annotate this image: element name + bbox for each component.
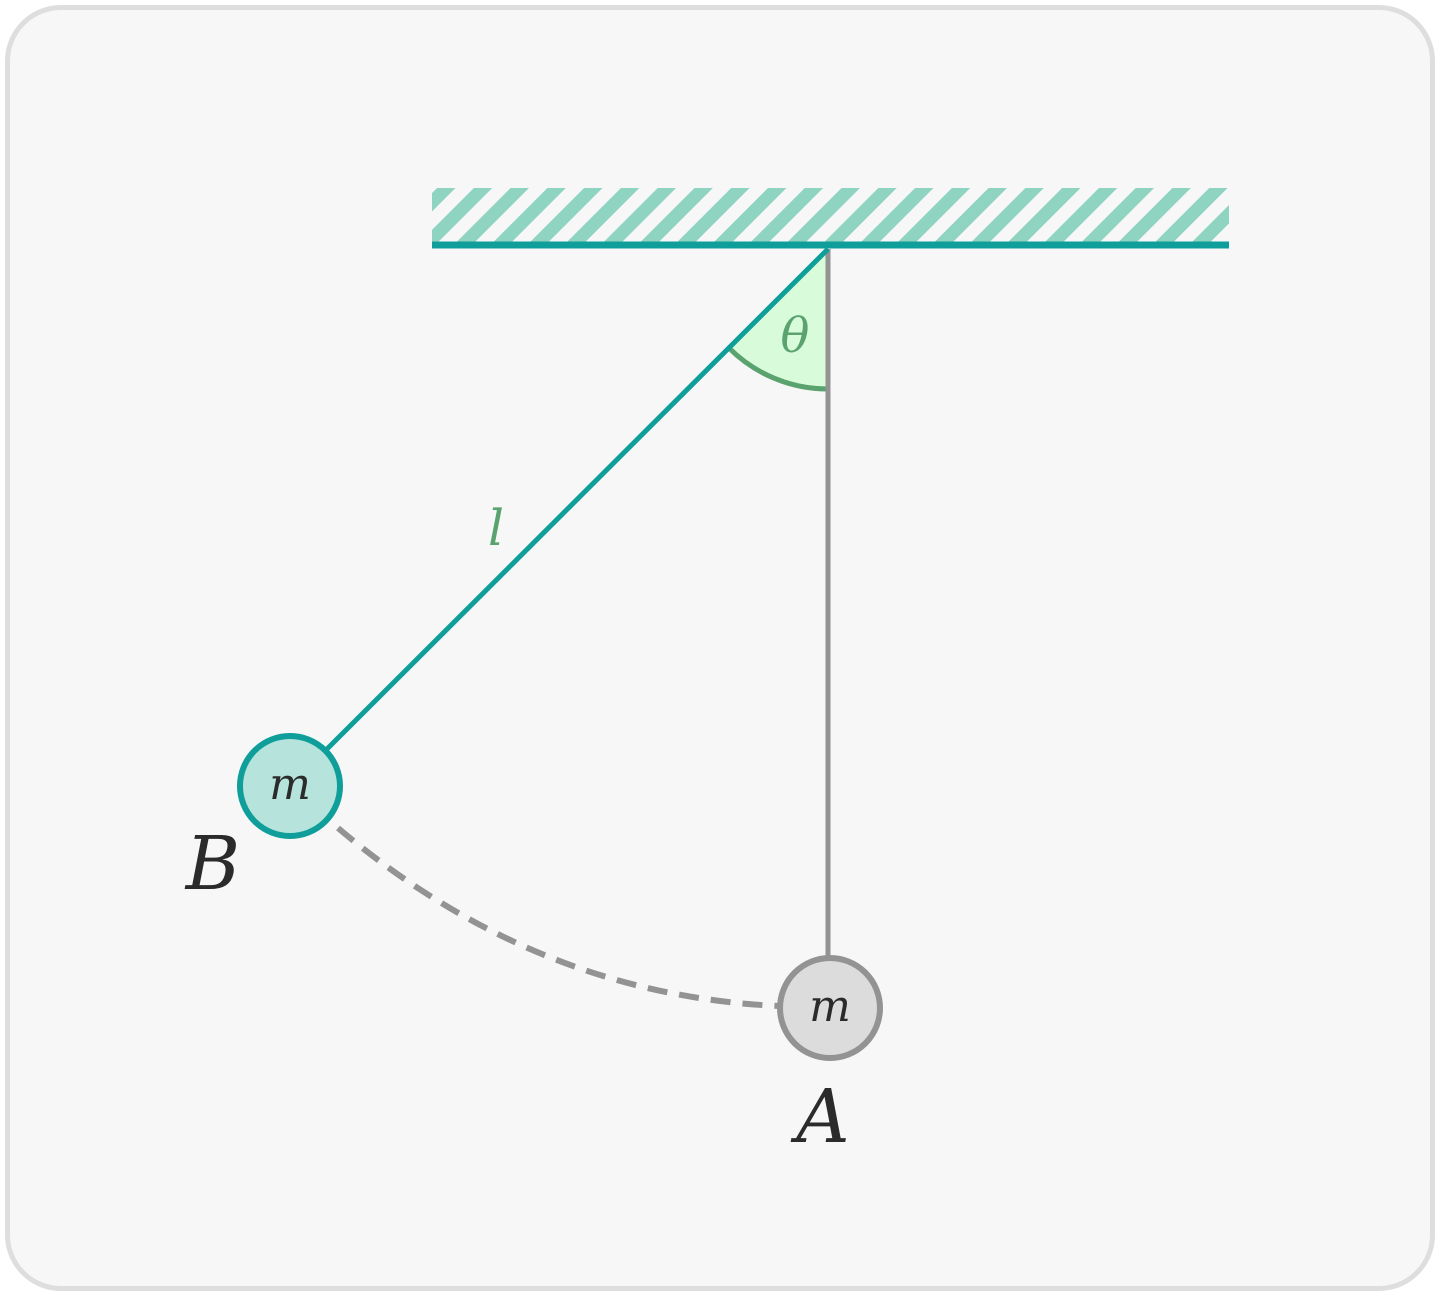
mass-a-label: m (809, 981, 851, 1032)
length-label: l (488, 499, 504, 557)
mass-a-bob (777, 955, 883, 1061)
angle-label: θ (781, 308, 810, 364)
angle-arc (727, 346, 829, 392)
angle-wedge (729, 249, 828, 390)
ceiling-hatch (432, 188, 1229, 243)
point-b-label: B (184, 821, 240, 907)
mass-b-label: m (269, 759, 311, 810)
point-a-label: A (790, 1074, 849, 1160)
mass-b-bob (237, 733, 343, 839)
displaced-string (324, 247, 830, 752)
swing-arc-path (336, 825, 780, 1009)
